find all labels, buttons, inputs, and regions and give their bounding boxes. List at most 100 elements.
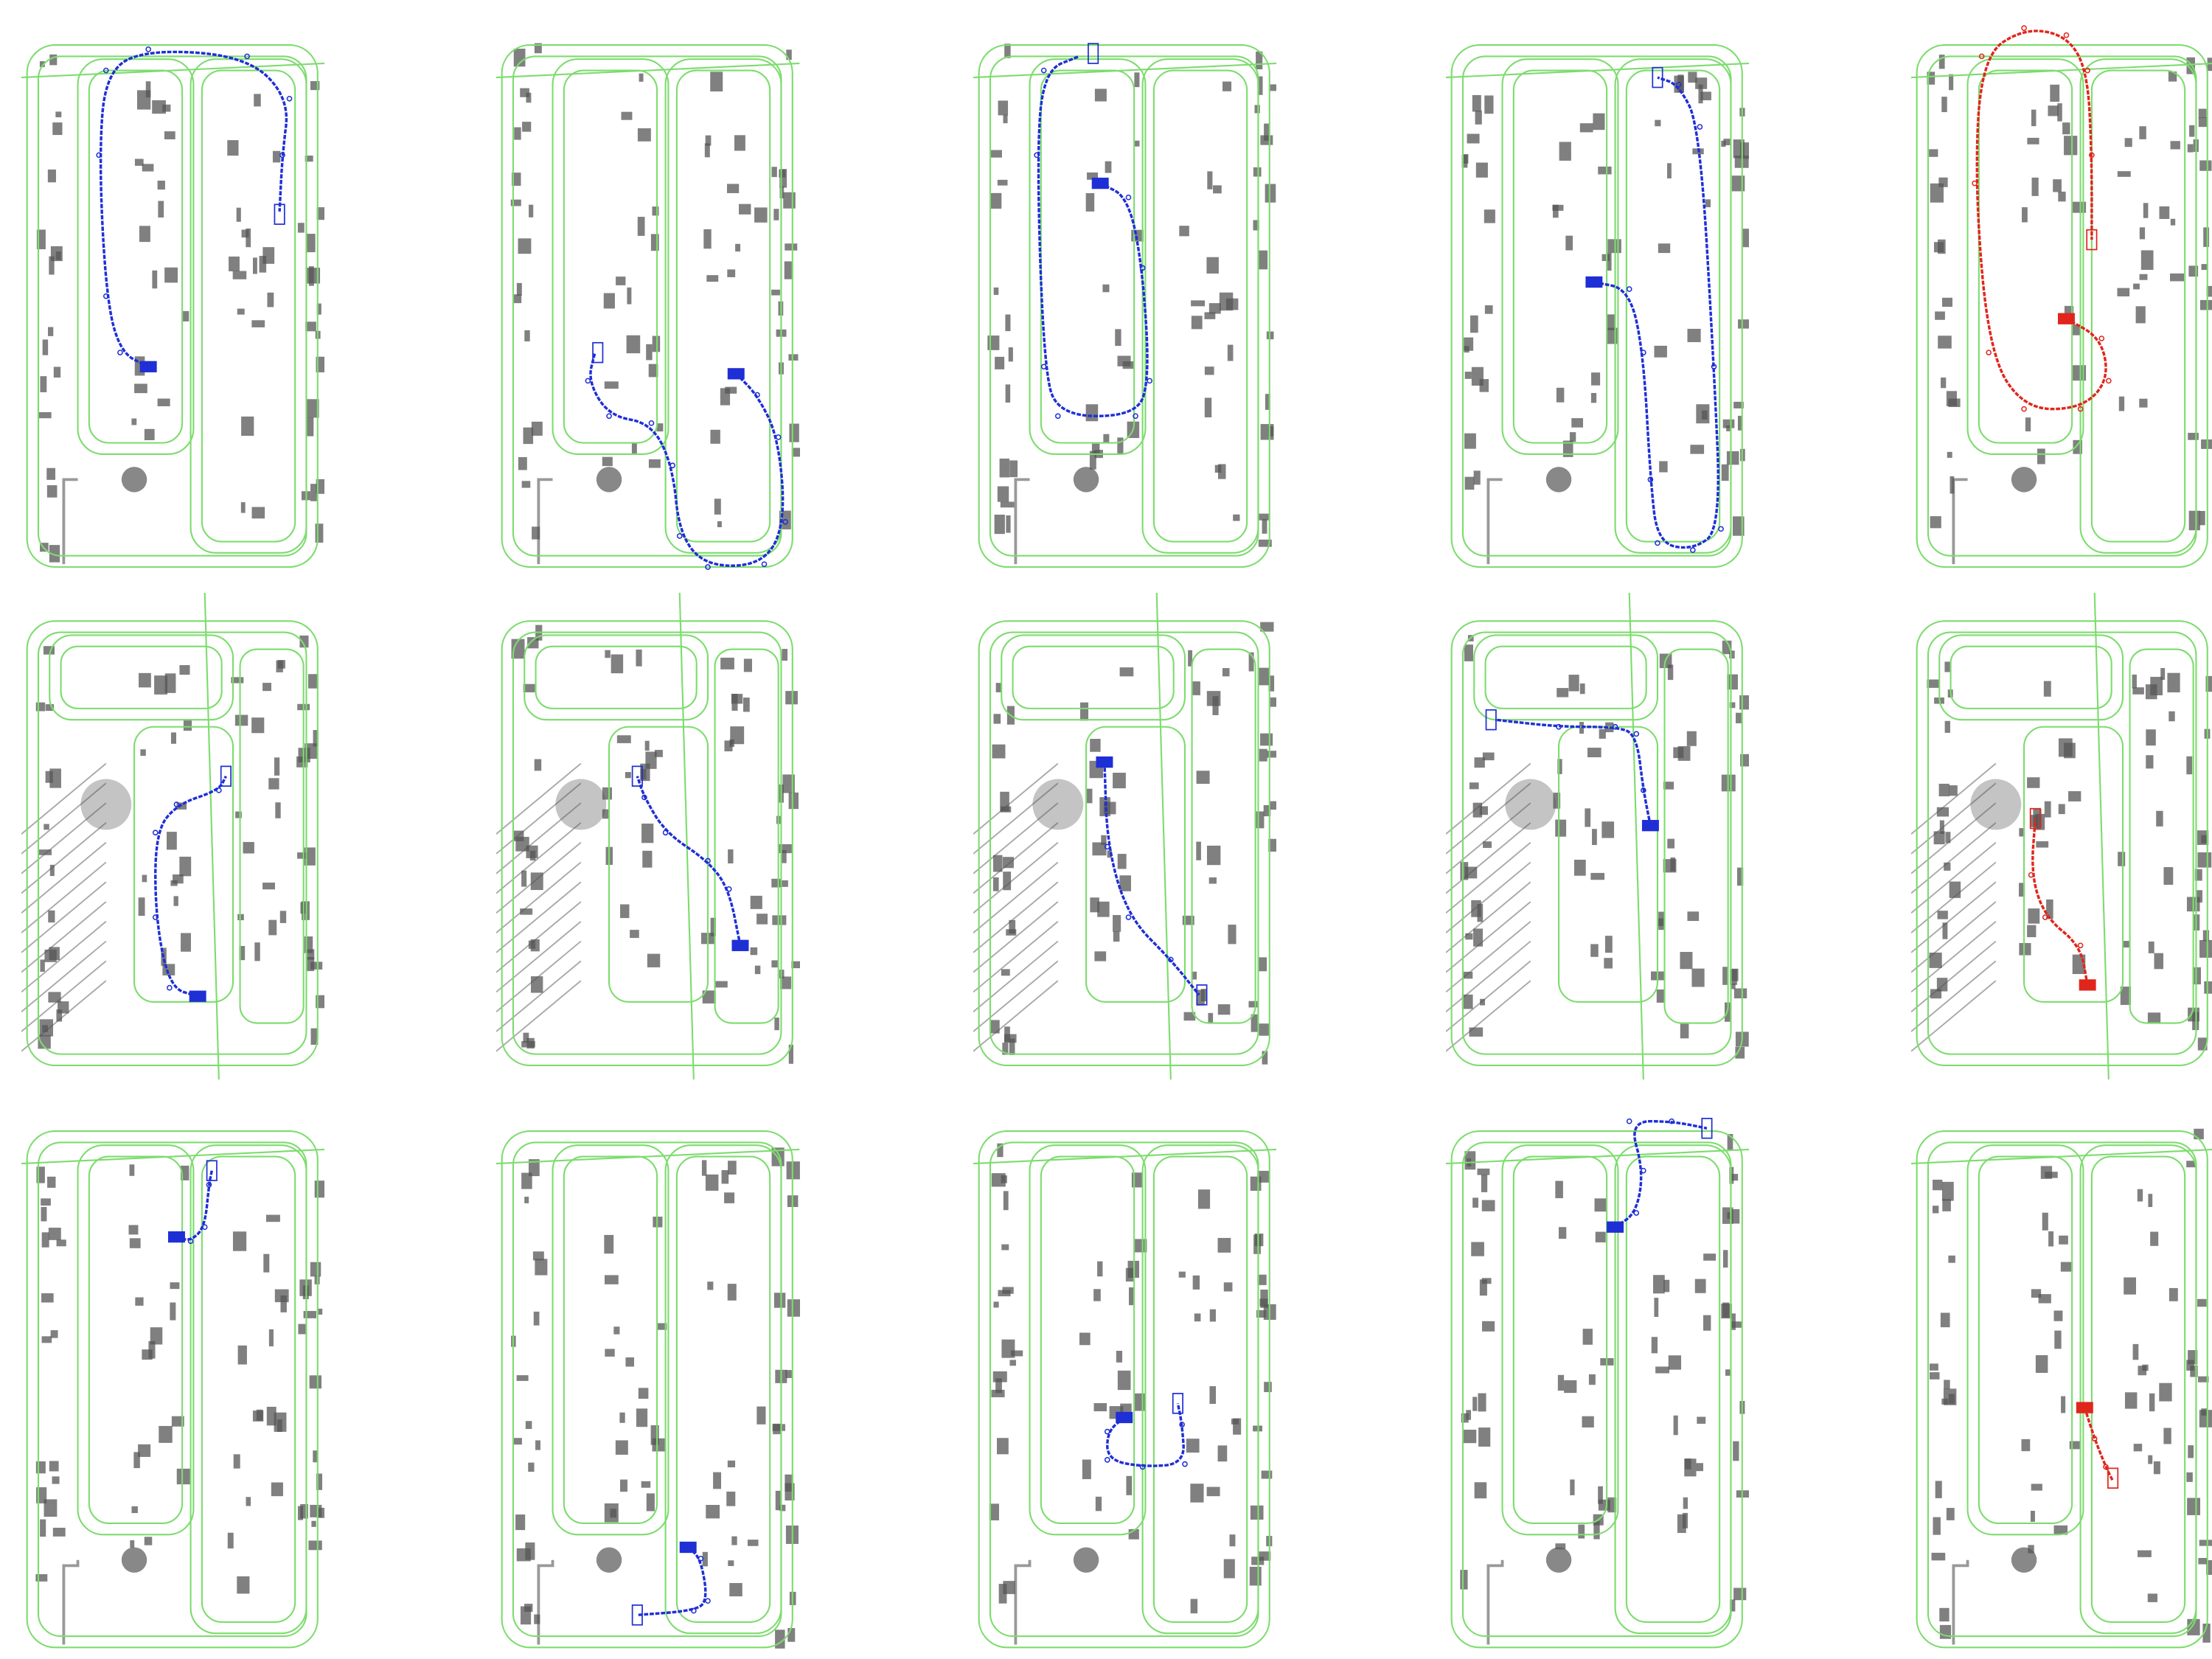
building (310, 961, 322, 970)
building (523, 427, 534, 445)
building (2146, 728, 2157, 745)
waypoint-marker (2028, 872, 2034, 878)
tree (121, 467, 147, 493)
tree (597, 1547, 622, 1573)
building (1222, 81, 1232, 91)
building (2068, 790, 2081, 801)
building (652, 1439, 667, 1452)
building (1190, 1599, 1198, 1614)
building (237, 1346, 247, 1365)
building (1460, 861, 1469, 880)
building (232, 271, 246, 279)
building (1003, 1191, 1009, 1211)
building (646, 344, 653, 361)
building (1738, 416, 1743, 431)
building (1677, 1514, 1686, 1534)
building (1264, 123, 1270, 142)
building (1002, 1042, 1009, 1055)
building (1655, 119, 1661, 127)
building (1097, 1262, 1103, 1277)
building (621, 111, 633, 120)
building (1941, 1312, 1951, 1328)
building (1947, 1508, 1955, 1521)
trajectory-path (2084, 1407, 2115, 1482)
building (521, 1606, 532, 1625)
building (1696, 1463, 1704, 1472)
building (309, 1375, 321, 1389)
building (259, 256, 266, 273)
building (271, 1482, 283, 1497)
building (164, 672, 176, 693)
building (532, 422, 543, 437)
building (1472, 95, 1481, 112)
start-vehicle (167, 1231, 185, 1243)
building (150, 1327, 162, 1345)
waypoint-marker (1182, 1461, 1188, 1467)
building (620, 904, 630, 918)
building (1471, 1242, 1485, 1257)
parking-stripe (496, 960, 582, 1032)
building (2138, 1189, 2143, 1202)
building (2188, 144, 2194, 153)
start-vehicle (2076, 1402, 2094, 1414)
parking-stripe (21, 881, 107, 953)
building (994, 515, 1006, 535)
building (1131, 229, 1144, 242)
building (1268, 675, 1275, 692)
building (534, 1312, 540, 1326)
building (1249, 1567, 1262, 1586)
building (306, 956, 314, 971)
road-lane (1446, 1149, 1750, 1165)
building (1684, 1458, 1691, 1470)
building (1942, 1182, 1955, 1201)
waypoint-marker (1972, 180, 1978, 187)
building (1570, 1479, 1575, 1496)
building (1093, 1289, 1101, 1302)
waypoint-marker (1105, 1429, 1110, 1435)
road-lane (37, 631, 307, 1055)
start-vehicle (1585, 276, 1603, 288)
building (1722, 1302, 1730, 1318)
tree (2011, 467, 2037, 493)
building (226, 140, 239, 156)
road-lane (973, 63, 1277, 79)
building (246, 1497, 251, 1506)
building (2031, 177, 2039, 196)
building (735, 243, 741, 252)
building (1196, 770, 1210, 784)
building (2187, 1498, 2201, 1516)
building (296, 852, 307, 859)
road-lane (501, 619, 794, 1066)
building (792, 448, 800, 457)
road-lane (2129, 648, 2195, 1024)
building (1258, 539, 1272, 547)
building (2064, 136, 2078, 156)
building (725, 386, 737, 394)
road-lane (189, 58, 307, 554)
trajectory-path (153, 775, 227, 998)
aerial-map (973, 622, 1277, 1065)
building (262, 682, 271, 691)
waypoint-marker (1179, 1422, 1186, 1428)
building (1590, 943, 1599, 957)
building (1585, 807, 1591, 827)
start-vehicle (1091, 178, 1109, 189)
building (728, 849, 734, 863)
road-lane (1966, 58, 2084, 456)
road-lane (1625, 1155, 1721, 1624)
building (638, 217, 645, 237)
building (2019, 827, 2025, 837)
road-lane (1450, 619, 1743, 1066)
building (138, 672, 151, 687)
trajectory-path (99, 50, 288, 368)
building (1095, 88, 1107, 102)
road-lane (1614, 58, 1732, 554)
building (2031, 109, 2037, 127)
building (231, 676, 244, 684)
building (1113, 914, 1121, 932)
start-vehicle (731, 939, 749, 951)
building (1722, 419, 1735, 428)
building (1930, 988, 1942, 998)
map-panel-r2c5 (1911, 592, 2212, 1079)
building (1217, 1238, 1231, 1253)
